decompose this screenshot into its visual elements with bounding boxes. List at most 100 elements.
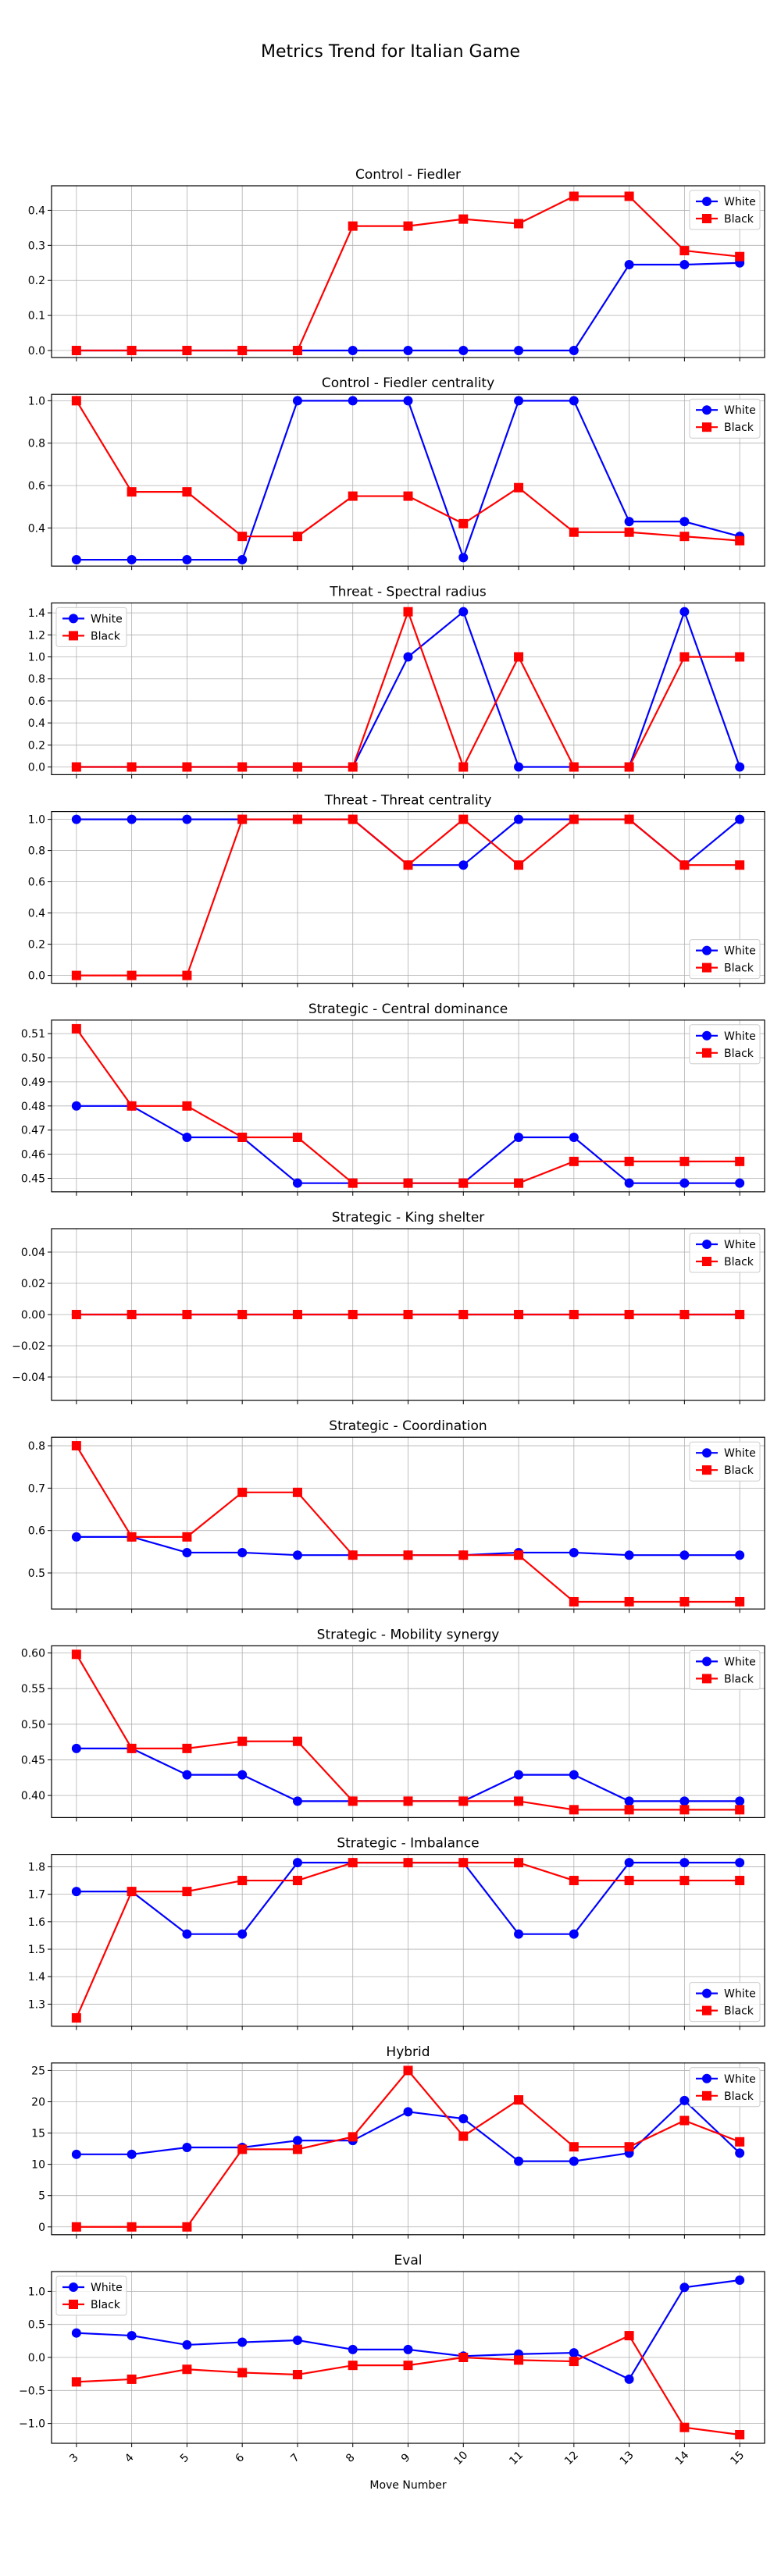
data-point-black — [292, 532, 302, 542]
legend-marker-white — [69, 614, 78, 624]
data-point-black — [458, 214, 469, 224]
panel-eval-title: Eval — [394, 2253, 423, 2268]
y-tick-label: 0.7 — [28, 1482, 45, 1495]
data-point-black — [127, 2222, 137, 2232]
data-point-white — [569, 1770, 579, 1780]
data-point-black — [348, 491, 358, 501]
data-point-black — [71, 762, 81, 772]
data-point-black — [569, 191, 579, 201]
legend: White Black — [689, 1649, 761, 1690]
data-point-white — [458, 346, 469, 356]
y-tick-label: 5 — [38, 2190, 45, 2203]
data-point-black — [292, 1132, 302, 1142]
legend-label-black: Black — [724, 962, 754, 975]
data-point-black — [403, 1310, 413, 1319]
data-point-white — [71, 1532, 81, 1542]
data-point-black — [735, 2137, 745, 2147]
data-point-black — [514, 1796, 524, 1806]
data-point-black — [569, 1310, 579, 1319]
data-point-black — [458, 2131, 469, 2141]
y-tick-label: 0.02 — [21, 1278, 45, 1290]
data-point-black — [679, 1156, 690, 1166]
data-point-black — [514, 219, 524, 229]
legend-label-white: White — [724, 945, 756, 958]
data-point-white — [237, 1929, 248, 1939]
data-point-white — [127, 2149, 137, 2159]
data-point-white — [127, 814, 137, 824]
y-tick-label: 0.0 — [28, 970, 45, 983]
data-point-white — [292, 1178, 302, 1188]
data-point-white — [292, 1858, 302, 1868]
data-point-black — [458, 1858, 469, 1868]
legend-label-white: White — [724, 1239, 756, 1251]
legend-marker-white — [702, 405, 711, 415]
panel-strategic-mobility-synergy-title: Strategic - Mobility synergy — [317, 1627, 500, 1642]
data-point-black — [348, 1858, 358, 1868]
data-point-black — [348, 1550, 358, 1560]
y-tick-label: 1.5 — [28, 1944, 45, 1956]
data-point-black — [735, 1805, 745, 1815]
panel-control-fiedler: Control - Fiedler 0.0 0.1 0.2 0.3 0.4 White Bla… — [28, 167, 765, 361]
y-tick-label: 0.4 — [28, 205, 45, 217]
data-point-white — [514, 346, 524, 356]
data-point-white — [624, 1550, 634, 1560]
legend-marker-black — [702, 422, 711, 432]
legend-label-black: Black — [724, 1256, 754, 1268]
data-point-black — [237, 814, 248, 824]
data-point-black — [569, 1596, 579, 1606]
data-point-black — [71, 1649, 81, 1660]
y-tick-label: 0.2 — [28, 739, 45, 752]
y-tick-label: 0.50 — [21, 1052, 45, 1065]
data-point-black — [348, 814, 358, 824]
y-tick-label: −0.02 — [12, 1340, 45, 1353]
panel-strategic-king-shelter: Strategic - King shelter −0.04 −0.02 0.00 0.… — [12, 1210, 765, 1404]
data-point-white — [127, 2331, 137, 2341]
data-point-black — [569, 814, 579, 824]
legend-marker-white — [702, 1988, 711, 1998]
data-point-black — [127, 487, 137, 497]
x-tick-label: 10 — [451, 2449, 470, 2467]
legend: White Black — [689, 398, 761, 439]
data-point-black — [71, 1023, 81, 1034]
data-point-white — [71, 1887, 81, 1897]
data-point-white — [292, 2336, 302, 2345]
data-point-white — [182, 814, 192, 824]
data-point-white — [514, 2156, 524, 2166]
data-point-black — [514, 1310, 524, 1319]
data-point-white — [348, 396, 358, 406]
plot-frame — [51, 602, 765, 776]
data-point-black — [458, 1550, 469, 1560]
data-point-black — [679, 246, 690, 256]
data-point-black — [71, 2013, 81, 2023]
panel-control-fiedler-centrality: Control - Fiedler centrality 0.4 0.6 0.8 1.0… — [28, 375, 765, 571]
y-tick-label: 0.2 — [28, 275, 45, 287]
y-tick-label: 0.6 — [28, 480, 45, 493]
plot-frame — [51, 1854, 765, 2027]
legend-marker-black — [702, 214, 711, 223]
y-tick-label: 0.00 — [21, 1309, 45, 1322]
data-point-white — [182, 1770, 192, 1780]
data-point-white — [237, 555, 248, 565]
legend-marker-black — [702, 1257, 711, 1266]
plot-frame — [51, 2062, 765, 2236]
legend-label-black: Black — [724, 2090, 754, 2103]
data-point-white — [735, 1178, 745, 1188]
y-tick-label: 10 — [31, 2159, 45, 2172]
y-tick-label: 0.46 — [21, 1149, 45, 1162]
data-point-white — [569, 1547, 579, 1557]
legend-label-white: White — [91, 613, 123, 625]
legend-label-white: White — [724, 1447, 756, 1460]
y-tick-label: −0.04 — [12, 1372, 45, 1384]
legend-label-black: Black — [91, 2299, 121, 2311]
y-tick-label: 0.4 — [28, 717, 45, 730]
data-point-black — [624, 2331, 634, 2341]
y-tick-label: 0.4 — [28, 522, 45, 535]
data-point-white — [292, 1796, 302, 1806]
legend-marker-white — [702, 1030, 711, 1041]
data-point-black — [569, 1876, 579, 1886]
data-point-white — [514, 814, 524, 824]
y-tick-label: 0.8 — [28, 1440, 45, 1453]
data-point-white — [569, 2156, 579, 2166]
y-tick-label: 20 — [31, 2096, 45, 2108]
